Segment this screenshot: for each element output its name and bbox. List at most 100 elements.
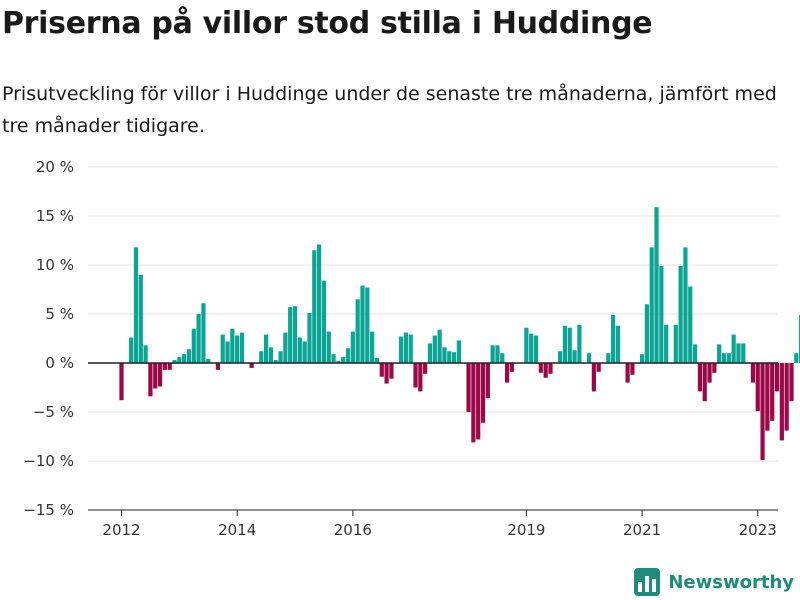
bar xyxy=(384,363,389,384)
bar xyxy=(736,343,741,363)
bar xyxy=(750,363,756,383)
bar xyxy=(423,363,428,374)
bar xyxy=(683,247,688,363)
bar xyxy=(133,247,139,363)
bar xyxy=(230,328,235,363)
bar xyxy=(726,353,731,363)
y-tick-label: 5 % xyxy=(45,305,74,323)
bar xyxy=(345,348,351,363)
bar xyxy=(307,313,312,363)
brand-name: Newsworthy xyxy=(668,571,794,593)
bar xyxy=(331,354,336,363)
bar xyxy=(268,347,274,363)
bar xyxy=(606,353,611,363)
bar xyxy=(326,331,331,363)
bar xyxy=(755,363,760,412)
bar xyxy=(182,354,187,363)
bar xyxy=(321,280,327,363)
bar xyxy=(649,247,654,363)
y-tick-label: 0 % xyxy=(45,354,74,372)
bar xyxy=(529,333,534,363)
bar xyxy=(586,353,592,363)
bar xyxy=(297,337,302,363)
bar xyxy=(157,363,163,387)
bar xyxy=(794,353,799,363)
bar xyxy=(355,299,360,363)
bar xyxy=(317,244,322,363)
bar xyxy=(476,363,481,440)
bar xyxy=(129,337,134,363)
bar xyxy=(577,324,582,363)
bar xyxy=(119,363,124,401)
bar xyxy=(341,357,346,363)
bar xyxy=(389,363,394,379)
bar xyxy=(760,363,765,461)
bar xyxy=(562,325,568,363)
bar xyxy=(505,363,510,383)
bar xyxy=(264,334,269,363)
bar xyxy=(292,306,298,363)
bar xyxy=(591,363,596,392)
bar xyxy=(259,351,264,363)
bar xyxy=(432,335,437,363)
bar xyxy=(741,343,746,363)
bar xyxy=(172,360,177,363)
bar xyxy=(697,363,702,392)
bar xyxy=(731,334,736,363)
bar xyxy=(630,363,635,375)
bar xyxy=(379,363,384,377)
y-tick-label: 15 % xyxy=(36,207,74,225)
bar xyxy=(177,357,182,363)
bar xyxy=(442,347,447,363)
bar xyxy=(191,328,196,363)
bar xyxy=(509,363,515,372)
bar xyxy=(721,353,727,363)
bar xyxy=(596,363,601,372)
bar xyxy=(789,363,794,402)
bar xyxy=(418,363,423,392)
bar xyxy=(707,363,712,383)
bar xyxy=(673,324,678,363)
bar xyxy=(312,250,317,363)
bar xyxy=(225,341,230,363)
y-tick-label: −10 % xyxy=(23,452,74,470)
bar xyxy=(186,349,192,363)
bar xyxy=(678,265,683,363)
bar xyxy=(543,363,548,378)
bar xyxy=(413,363,418,388)
bar xyxy=(403,332,408,363)
bars xyxy=(119,207,800,461)
bar xyxy=(239,332,245,363)
x-tick-label: 2016 xyxy=(334,521,372,539)
bar xyxy=(215,363,220,370)
bar xyxy=(639,354,645,363)
chart-title: Priserna på villor stod stilla i Hudding… xyxy=(2,6,653,41)
bar xyxy=(765,363,770,431)
bar xyxy=(524,327,529,363)
bar xyxy=(770,363,775,421)
bar xyxy=(398,336,404,363)
bar xyxy=(196,314,201,363)
chart-subtitle: Prisutveckling för villor i Huddinge und… xyxy=(2,83,777,137)
bar xyxy=(567,327,572,363)
bar xyxy=(143,345,148,363)
bar xyxy=(162,363,167,370)
bar xyxy=(654,207,659,363)
bar xyxy=(480,363,486,423)
bar xyxy=(350,331,355,363)
bar xyxy=(283,332,288,363)
bar xyxy=(437,329,442,363)
bar xyxy=(370,331,375,363)
bar xyxy=(466,363,471,412)
bar xyxy=(485,363,490,399)
bar xyxy=(615,325,621,363)
bar xyxy=(692,344,698,363)
bar xyxy=(779,363,784,441)
x-tick-label: 2021 xyxy=(623,521,661,539)
bar xyxy=(336,361,341,363)
bar xyxy=(688,286,693,363)
bar-chart-logo-icon xyxy=(634,568,661,596)
bar xyxy=(625,363,630,383)
y-tick-label: 20 % xyxy=(36,158,74,176)
bar xyxy=(427,343,433,363)
